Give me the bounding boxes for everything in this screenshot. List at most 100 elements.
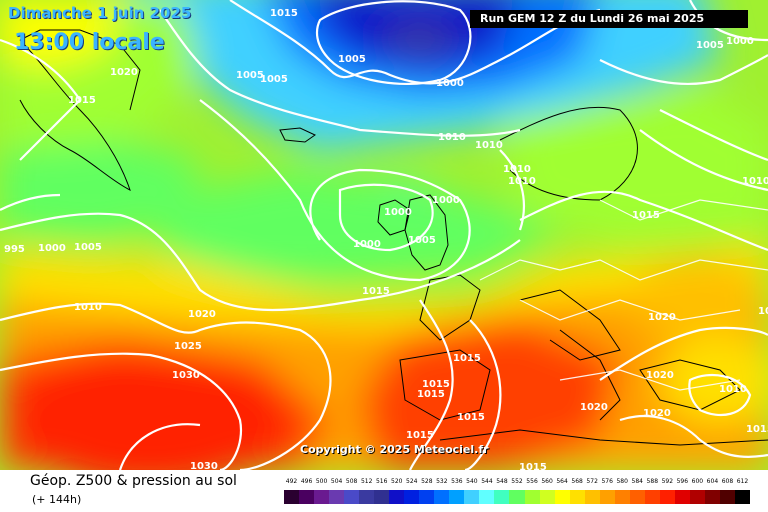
isobar-labels: 1015 1020 1015 1005 1005 1005 1000 1005 …: [4, 8, 768, 470]
coastlines: [19, 29, 768, 446]
legend-label: 552: [511, 478, 523, 485]
legend-swatch: [569, 490, 585, 504]
isobar-label: 1015: [68, 95, 96, 106]
isobar-label: 1005: [236, 70, 264, 81]
legend-label: 540: [466, 478, 478, 485]
legend-swatch: [434, 490, 450, 504]
isobar-label: 1020: [188, 309, 216, 320]
legend-swatch: [539, 490, 555, 504]
forecast-date: Dimanche 1 juin 2025: [8, 4, 192, 22]
legend-label: 568: [571, 478, 583, 485]
legend-swatch: [329, 490, 345, 504]
isobar-label: 1025: [174, 341, 202, 352]
legend-swatch: [359, 490, 375, 504]
legend-swatch: [449, 490, 465, 504]
map-footer: Géop. Z500 & pression au sol (+ 144h) 49…: [0, 470, 768, 512]
legend-swatch: [719, 490, 735, 504]
isobar-label: 1005: [696, 40, 724, 51]
isobar-label: 1020: [643, 408, 671, 419]
legend-label: 536: [451, 478, 463, 485]
legend-label: 600: [691, 478, 704, 485]
legend-swatch: [404, 490, 420, 504]
legend-labels: 492 496 500 504 508 512 516 520 524 528 532 536 540 5…: [282, 478, 752, 488]
isobar-label: 1010: [74, 302, 102, 313]
isobar-label: 995: [4, 244, 25, 255]
legend-label: 564: [556, 478, 568, 485]
legend-label: 604: [706, 478, 719, 485]
legend-swatch: [314, 490, 330, 504]
legend-label: 504: [330, 478, 343, 485]
legend-label: 592: [661, 478, 674, 485]
isobar-label: 1020: [110, 67, 138, 78]
map-canvas: 1015 1020 1015 1005 1005 1005 1000 1005 …: [0, 0, 768, 470]
isobar-label: 1010: [475, 140, 503, 151]
legend-label: 500: [315, 478, 328, 485]
isobar-label: 1015: [406, 430, 434, 441]
isobar-label: 1000: [38, 243, 66, 254]
legend-label: 596: [676, 478, 689, 485]
isobar-label: 1000: [432, 195, 460, 206]
isobar-label: 1000: [436, 78, 464, 89]
forecast-time: 13:00 locale: [14, 30, 165, 55]
isobar-label: 1000: [353, 239, 381, 250]
legend-label: 532: [436, 478, 448, 485]
legend-label: 588: [646, 478, 659, 485]
legend-swatch: [584, 490, 600, 504]
isobar-label: 1015: [422, 379, 450, 390]
legend-swatch: [344, 490, 360, 504]
legend-swatch: [599, 490, 615, 504]
isobar-label: 1010: [438, 132, 466, 143]
legend-swatch: [419, 490, 435, 504]
isobar-label: 1000: [726, 36, 754, 47]
legend-swatch: [734, 490, 750, 504]
legend-swatch: [629, 490, 645, 504]
color-legend: [284, 490, 750, 504]
weather-map: 1015 1020 1015 1005 1005 1005 1000 1005 …: [0, 0, 768, 470]
isobar-label: 1020: [646, 370, 674, 381]
legend-label: 560: [541, 478, 553, 485]
legend-label: 556: [526, 478, 538, 485]
legend-swatch: [524, 490, 540, 504]
legend-label: 492: [285, 478, 298, 485]
legend-swatch: [389, 490, 405, 504]
legend-swatch: [554, 490, 570, 504]
isobar-label: 1010: [719, 384, 747, 395]
isobar-label: 1010: [742, 176, 768, 187]
isobar-label: 1000: [384, 207, 412, 218]
legend-label: 516: [375, 478, 388, 485]
legend-swatch: [479, 490, 495, 504]
legend-swatch: [644, 490, 660, 504]
isobar-label: 1030: [172, 370, 200, 381]
isobar-label: 1005: [74, 242, 102, 253]
legend-label: 544: [481, 478, 493, 485]
legend-swatch: [464, 490, 480, 504]
lead-time: (+ 144h): [32, 493, 82, 506]
legend-swatch: [659, 490, 675, 504]
isobar-label: 1015: [270, 8, 298, 19]
model-run-label: Run GEM 12 Z du Lundi 26 mai 2025: [470, 10, 748, 28]
isobar-label: 1015: [362, 286, 390, 297]
isobar-label: 1015: [453, 353, 481, 364]
legend-label: 548: [496, 478, 508, 485]
legend-label: 580: [616, 478, 628, 485]
legend-label: 576: [601, 478, 613, 485]
isobar-label: 1020: [648, 312, 676, 323]
parameter-title: Géop. Z500 & pression au sol: [30, 473, 237, 489]
isobar-label: 1005: [408, 235, 436, 246]
legend-label: 496: [300, 478, 313, 485]
legend-swatch: [299, 490, 315, 504]
legend-label: 528: [421, 478, 433, 485]
isobar-label: 1020: [580, 402, 608, 413]
legend-swatch: [284, 490, 300, 504]
legend-swatch: [704, 490, 720, 504]
legend-label: 508: [345, 478, 358, 485]
isobar-label: 1005: [338, 54, 366, 65]
legend-label: 572: [586, 478, 598, 485]
isobar-label: 1015: [457, 412, 485, 423]
isobar-label: 1010: [758, 306, 768, 317]
isobar-label: 1015: [519, 462, 547, 470]
isobars: [0, 0, 768, 470]
legend-label: 520: [391, 478, 403, 485]
isobar-label: 1015: [746, 424, 768, 435]
isobar-label: 1015: [417, 389, 445, 400]
